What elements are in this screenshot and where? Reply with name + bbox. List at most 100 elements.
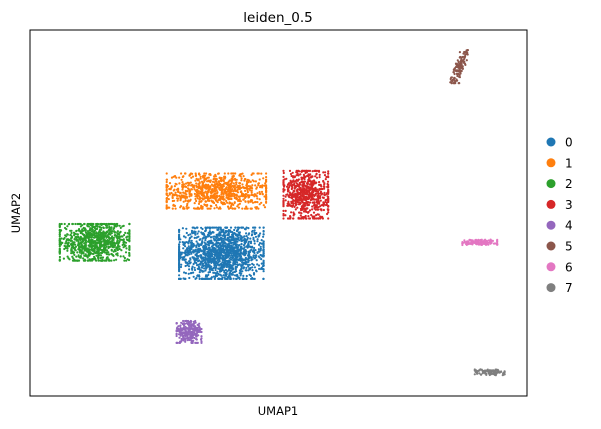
scatter-point (232, 256, 235, 259)
scatter-point (197, 255, 200, 258)
scatter-point (249, 237, 252, 240)
scatter-point (244, 228, 247, 231)
scatter-point (311, 194, 314, 197)
scatter-point (250, 191, 253, 194)
scatter-point (226, 243, 229, 246)
scatter-point (254, 254, 257, 257)
scatter-point (239, 246, 243, 249)
scatter-point (197, 274, 200, 277)
scatter-point (184, 260, 187, 263)
scatter-point (485, 241, 488, 244)
scatter-point (243, 249, 246, 252)
scatter-point (126, 235, 129, 238)
scatter-point (181, 227, 184, 230)
scatter-point (100, 251, 104, 254)
scatter-point (178, 182, 181, 185)
scatter-point (230, 254, 233, 257)
scatter-point (205, 252, 208, 256)
scatter-point (178, 247, 181, 250)
scatter-point (108, 237, 111, 240)
scatter-point (239, 249, 242, 252)
scatter-point (126, 258, 129, 261)
scatter-point (213, 239, 216, 242)
scatter-point (207, 190, 210, 193)
scatter-point (178, 236, 181, 239)
scatter-point (195, 240, 198, 243)
scatter-point (196, 197, 199, 200)
scatter-point (249, 207, 252, 210)
scatter-point (66, 247, 69, 250)
scatter-point (226, 188, 229, 191)
scatter-point (83, 222, 86, 226)
scatter-point (224, 226, 227, 229)
scatter-point (217, 234, 220, 237)
scatter-point (265, 172, 268, 175)
scatter-point (232, 277, 235, 280)
scatter-point (64, 245, 67, 248)
scatter-point (460, 67, 464, 70)
scatter-point (244, 252, 248, 255)
scatter-point (240, 272, 243, 275)
scatter-point (262, 233, 265, 236)
scatter-point (291, 186, 294, 189)
scatter-point (458, 67, 461, 70)
scatter-point (198, 322, 201, 325)
scatter-point (69, 234, 72, 237)
scatter-point (224, 242, 227, 245)
scatter-point (314, 169, 317, 172)
scatter-point (493, 372, 496, 375)
scatter-point (77, 254, 80, 257)
scatter-point (183, 322, 187, 325)
scatter-point (66, 249, 69, 252)
scatter-point (254, 200, 257, 204)
scatter-point (91, 238, 94, 242)
scatter-point (125, 259, 128, 262)
scatter-point (192, 256, 195, 259)
scatter-point (262, 264, 265, 267)
scatter-point (118, 240, 121, 243)
scatter-point (184, 245, 187, 248)
scatter-point (311, 205, 314, 208)
scatter-point (80, 242, 83, 245)
scatter-point (95, 234, 98, 237)
scatter-point (60, 222, 63, 226)
scatter-point (104, 259, 107, 262)
scatter-point (236, 253, 239, 256)
scatter-point (238, 233, 241, 236)
scatter-point (165, 189, 168, 192)
scatter-point (232, 263, 235, 266)
scatter-point (221, 201, 224, 204)
scatter-point (299, 173, 302, 176)
scatter-point (207, 273, 210, 276)
scatter-point (188, 260, 191, 263)
scatter-point (289, 217, 292, 220)
cluster-0-points (178, 226, 265, 280)
scatter-point (321, 217, 324, 220)
scatter-point (207, 249, 211, 252)
scatter-point (259, 232, 262, 235)
scatter-point (189, 251, 192, 254)
scatter-point (195, 199, 198, 203)
scatter-point (257, 248, 260, 251)
scatter-point (217, 272, 220, 275)
scatter-point (200, 191, 203, 194)
scatter-point (194, 319, 197, 323)
scatter-point (303, 180, 306, 183)
scatter-point (453, 67, 456, 70)
scatter-point (98, 228, 101, 232)
scatter-point (86, 230, 90, 233)
scatter-point (84, 241, 87, 244)
scatter-point (287, 187, 290, 190)
scatter-point (104, 246, 107, 249)
scatter-point (306, 200, 310, 204)
scatter-point (323, 191, 326, 194)
scatter-point (102, 237, 105, 240)
scatter-point (292, 199, 295, 202)
scatter-point (292, 217, 295, 220)
scatter-point (209, 256, 212, 259)
scatter-point (325, 204, 328, 207)
scatter-point (452, 71, 455, 74)
scatter-point (261, 193, 264, 196)
scatter-point (240, 238, 243, 241)
